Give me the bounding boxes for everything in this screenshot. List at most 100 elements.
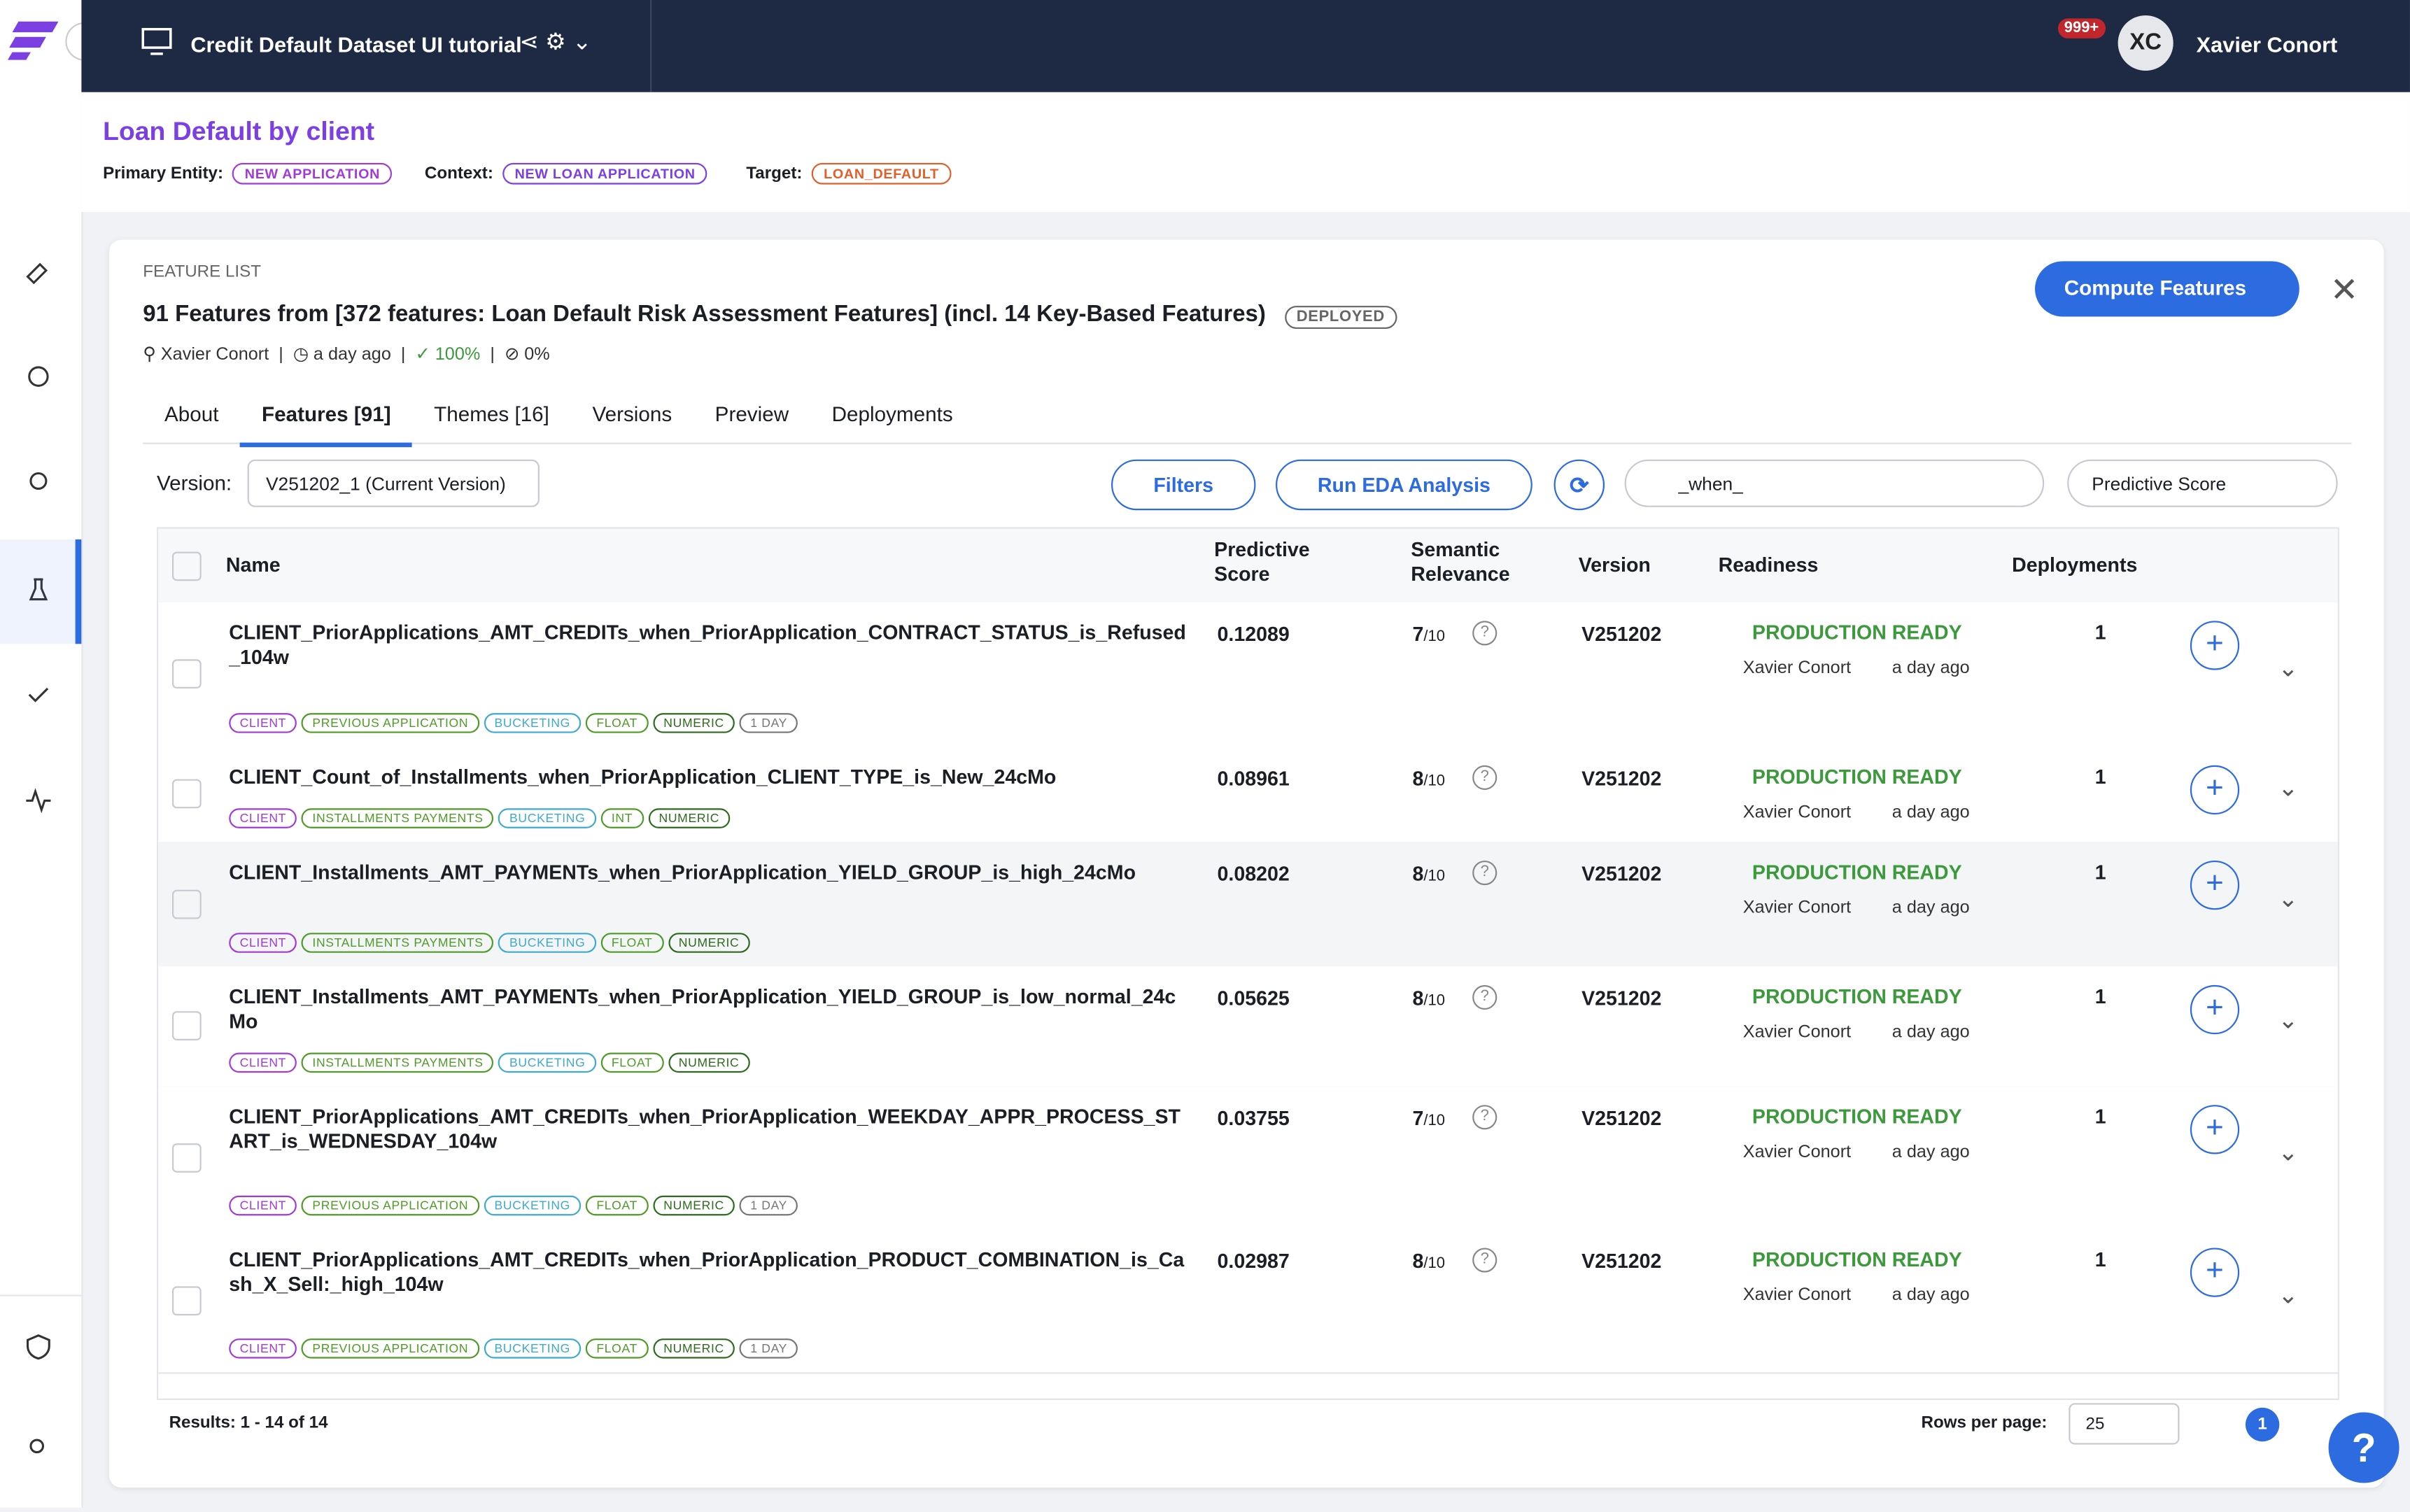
help-icon[interactable]: ? bbox=[1472, 621, 1497, 645]
semantic-relevance: 8/10 bbox=[1412, 862, 1444, 885]
relevance-value: 8 bbox=[1412, 767, 1423, 790]
select-all[interactable] bbox=[172, 552, 202, 581]
tag: CLIENT bbox=[229, 1196, 297, 1216]
user-name[interactable]: Xavier Conort bbox=[2197, 32, 2338, 57]
relevance-value: 8 bbox=[1412, 987, 1423, 1010]
deployments: 1 bbox=[2095, 985, 2106, 1008]
row-checkbox[interactable] bbox=[172, 1143, 202, 1172]
expand-button[interactable]: ⌄ bbox=[2278, 1136, 2298, 1167]
readiness[interactable]: PRODUCTION READY bbox=[1752, 1248, 1962, 1271]
project-actions[interactable]: ⋖ ⚙ ⌄ bbox=[519, 28, 591, 56]
add-button[interactable]: + bbox=[2190, 861, 2239, 910]
feature-row: CLIENT_Count_of_Installments_when_PriorA… bbox=[158, 747, 2337, 843]
tag: PREVIOUS APPLICATION bbox=[302, 713, 479, 733]
tag: INT bbox=[600, 808, 643, 828]
project-name[interactable]: Credit Default Dataset UI tutorial bbox=[190, 32, 521, 57]
avatar[interactable]: XC bbox=[2118, 15, 2173, 71]
version: V251202 bbox=[1581, 1250, 1661, 1273]
help-icon[interactable]: ? bbox=[1472, 765, 1497, 790]
expand-button[interactable]: ⌄ bbox=[2278, 883, 2298, 914]
tab[interactable]: Deployments bbox=[810, 387, 975, 442]
other-pct: 0% bbox=[524, 346, 550, 364]
close-button[interactable]: ✕ bbox=[2330, 271, 2358, 311]
help-button[interactable]: ? bbox=[2329, 1412, 2400, 1483]
tab[interactable]: Preview bbox=[693, 387, 810, 442]
row-checkbox[interactable] bbox=[172, 659, 202, 688]
predictive-score: 0.08202 bbox=[1218, 862, 1290, 885]
row-checkbox[interactable] bbox=[172, 1011, 202, 1040]
rows-per-page[interactable]: 25 bbox=[2069, 1403, 2179, 1444]
expand-button[interactable]: ⌄ bbox=[2278, 653, 2298, 684]
readiness[interactable]: PRODUCTION READY bbox=[1752, 765, 1962, 789]
help-icon[interactable]: ? bbox=[1472, 1248, 1497, 1272]
help-icon[interactable]: ? bbox=[1472, 861, 1497, 885]
column-header: Name bbox=[226, 553, 533, 578]
updated: a day ago bbox=[1892, 1143, 1970, 1161]
feature-name[interactable]: CLIENT_PriorApplications_AMT_CREDITs_whe… bbox=[229, 1105, 1190, 1154]
sidebar bbox=[0, 0, 83, 1508]
divider bbox=[650, 0, 651, 92]
search-input[interactable]: _when_ bbox=[1625, 460, 2045, 507]
row-checkbox[interactable] bbox=[172, 779, 202, 809]
feature-name[interactable]: CLIENT_Installments_AMT_PAYMENTs_when_Pr… bbox=[229, 861, 1190, 885]
expand-button[interactable]: ⌄ bbox=[2278, 1280, 2298, 1310]
feature-name[interactable]: CLIENT_Count_of_Installments_when_PriorA… bbox=[229, 765, 1190, 790]
version: V251202 bbox=[1581, 623, 1661, 646]
version-select[interactable]: V251202_1 (Current Version) bbox=[248, 460, 540, 507]
tag: 1 DAY bbox=[740, 1196, 798, 1216]
tab[interactable]: Versions bbox=[571, 387, 693, 442]
expand-button[interactable]: ⌄ bbox=[2278, 1005, 2298, 1036]
tag: FLOAT bbox=[600, 1053, 663, 1073]
add-button[interactable]: + bbox=[2190, 765, 2239, 814]
tag: CLIENT bbox=[229, 1053, 297, 1073]
readiness[interactable]: PRODUCTION READY bbox=[1752, 621, 1962, 644]
status-pill: DEPLOYED bbox=[1284, 306, 1397, 329]
sort-select[interactable]: Predictive Score bbox=[2067, 460, 2338, 507]
tab[interactable]: Themes [16] bbox=[412, 387, 570, 442]
relevance-scale: /10 bbox=[1423, 628, 1445, 645]
tab[interactable]: About bbox=[143, 387, 240, 442]
add-button[interactable]: + bbox=[2190, 985, 2239, 1034]
expand-button[interactable]: ⌄ bbox=[2278, 773, 2298, 804]
help-icon[interactable]: ? bbox=[1472, 1105, 1497, 1129]
tag: INSTALLMENTS PAYMENTS bbox=[302, 1053, 494, 1073]
context-pill: NEW LOAN APPLICATION bbox=[502, 163, 707, 185]
relevance-value: 7 bbox=[1412, 1106, 1423, 1129]
updated: a day ago bbox=[1892, 899, 1970, 917]
sidebar-icons bbox=[0, 0, 81, 1508]
tab[interactable]: Features [91] bbox=[240, 387, 412, 447]
row-checkbox[interactable] bbox=[172, 1285, 202, 1315]
readiness[interactable]: PRODUCTION READY bbox=[1752, 861, 1962, 884]
add-button[interactable]: + bbox=[2190, 621, 2239, 670]
row-checkbox[interactable] bbox=[172, 889, 202, 919]
tag: BUCKETING bbox=[499, 933, 596, 953]
readiness[interactable]: PRODUCTION READY bbox=[1752, 985, 1962, 1008]
updated: a day ago bbox=[313, 346, 391, 364]
updated: a day ago bbox=[1892, 804, 1970, 822]
add-button[interactable]: + bbox=[2190, 1248, 2239, 1296]
tag: INSTALLMENTS PAYMENTS bbox=[302, 808, 494, 828]
run-eda-button[interactable]: Run EDA Analysis bbox=[1276, 460, 1532, 510]
feature-name[interactable]: CLIENT_PriorApplications_AMT_CREDITs_whe… bbox=[229, 1248, 1190, 1296]
compute-features-button[interactable]: Compute Features bbox=[2035, 261, 2299, 316]
feature-name[interactable]: CLIENT_PriorApplications_AMT_CREDITs_whe… bbox=[229, 621, 1190, 670]
deployments: 1 bbox=[2095, 861, 2106, 884]
project-icon bbox=[140, 24, 177, 58]
page-button[interactable]: 1 bbox=[2246, 1408, 2279, 1441]
tag: PREVIOUS APPLICATION bbox=[302, 1338, 479, 1359]
notification-badge[interactable]: 999+ bbox=[2058, 18, 2105, 38]
updated: a day ago bbox=[1892, 659, 1970, 677]
feature-name[interactable]: CLIENT_Installments_AMT_PAYMENTs_when_Pr… bbox=[229, 985, 1190, 1034]
feature-row: CLIENT_PriorApplications_AMT_CREDITs_whe… bbox=[158, 602, 2337, 749]
add-button[interactable]: + bbox=[2190, 1105, 2239, 1154]
refresh-button[interactable]: ⟳ bbox=[1554, 460, 1605, 510]
filters-button[interactable]: Filters bbox=[1111, 460, 1255, 510]
predictive-score: 0.12089 bbox=[1218, 623, 1290, 646]
owner: Xavier Conort bbox=[1743, 659, 1851, 677]
readiness[interactable]: PRODUCTION READY bbox=[1752, 1105, 1962, 1128]
use-case-title[interactable]: Loan Default by client bbox=[103, 117, 374, 148]
deployments: 1 bbox=[2095, 1105, 2106, 1128]
tag: 1 DAY bbox=[740, 1338, 798, 1359]
help-icon[interactable]: ? bbox=[1472, 985, 1497, 1010]
